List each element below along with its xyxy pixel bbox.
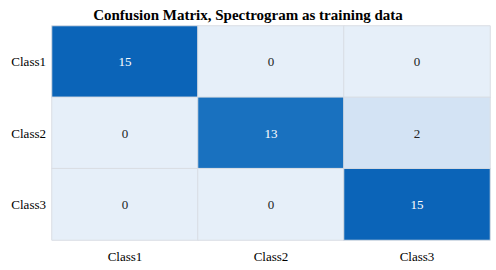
- svg-text:2: 2: [414, 126, 421, 141]
- svg-text:0: 0: [122, 126, 129, 141]
- svg-text:0: 0: [268, 197, 275, 212]
- svg-text:15: 15: [411, 197, 424, 212]
- svg-text:Class1: Class1: [11, 54, 46, 69]
- svg-text:Class3: Class3: [11, 197, 46, 212]
- svg-text:Confusion Matrix, Spectrogram: Confusion Matrix, Spectrogram as trainin…: [93, 7, 403, 23]
- svg-text:0: 0: [122, 197, 129, 212]
- svg-text:Class1: Class1: [108, 249, 143, 264]
- svg-text:15: 15: [119, 54, 132, 69]
- svg-text:0: 0: [414, 54, 421, 69]
- svg-text:13: 13: [265, 126, 278, 141]
- svg-text:Class2: Class2: [254, 249, 289, 264]
- svg-text:Class2: Class2: [11, 126, 46, 141]
- svg-text:0: 0: [268, 54, 275, 69]
- svg-text:Class3: Class3: [400, 249, 435, 264]
